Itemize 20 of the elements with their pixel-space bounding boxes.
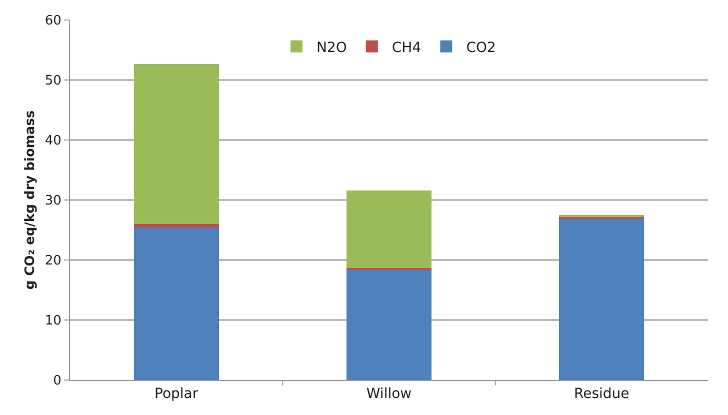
x-tick-label: Poplar	[154, 386, 198, 402]
y-tick-label: 30	[44, 194, 62, 209]
x-tick-label: Residue	[574, 386, 630, 402]
bar	[134, 224, 219, 228]
y-axis-title: g CO₂ eq/kg dry biomass	[23, 110, 38, 290]
y-tick-label: 0	[53, 374, 62, 389]
legend-label: CH4	[392, 40, 422, 56]
legend-label: N2O	[316, 40, 347, 56]
y-tick-label: 10	[44, 314, 62, 329]
x-tick-label: Willow	[366, 386, 412, 402]
bar	[346, 270, 432, 380]
legend-label: CO2	[466, 40, 496, 56]
y-tick-label: 50	[44, 74, 62, 89]
y-tick-label: 60	[44, 14, 62, 29]
bar	[346, 190, 432, 268]
bar	[134, 64, 219, 224]
y-tick-label: 40	[44, 134, 62, 149]
bar	[134, 228, 219, 380]
bar	[559, 218, 644, 380]
y-tick-label: 20	[44, 254, 62, 269]
